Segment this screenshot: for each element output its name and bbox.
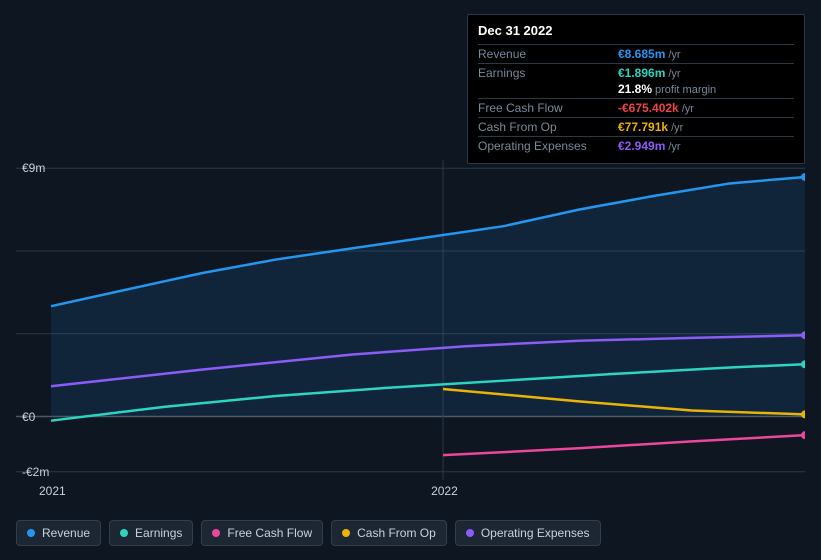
tooltip-row-value: -€675.402k [618,101,679,115]
tooltip-row-unit: profit margin [655,84,716,96]
tooltip-row-value: €77.791k [618,120,668,134]
legend: Revenue Earnings Free Cash Flow Cash From O… [16,520,601,546]
tooltip-row-unit: /yr [668,141,680,153]
tooltip-date: Dec 31 2022 [478,23,794,44]
tooltip-row-label: Free Cash Flow [478,101,618,115]
tooltip-row-value: €1.896m [618,66,665,80]
tooltip-row: Earnings€1.896m/yr [478,63,794,82]
legend-dot-icon [342,529,350,537]
tooltip-row-unit: /yr [671,122,683,134]
legend-label: Revenue [42,526,90,540]
tooltip-row-value: €2.949m [618,139,665,153]
tooltip-row: Free Cash Flow-€675.402k/yr [478,98,794,117]
financials-chart-panel: Dec 31 2022 Revenue€8.685m/yrEarnings€1.… [0,0,821,560]
legend-label: Earnings [135,526,182,540]
legend-dot-icon [27,529,35,537]
legend-item-revenue[interactable]: Revenue [16,520,101,546]
y-axis-label: €9m [22,161,45,175]
legend-label: Free Cash Flow [227,526,312,540]
legend-dot-icon [466,529,474,537]
tooltip-row: Operating Expenses€2.949m/yr [478,136,794,155]
tooltip-row-unit: /yr [682,103,694,115]
legend-label: Operating Expenses [481,526,590,540]
y-axis: €9m €0 -€2m [16,160,805,480]
legend-label: Cash From Op [357,526,436,540]
y-axis-label: €0 [22,410,35,424]
tooltip-row-unit: /yr [668,49,680,61]
tooltip-row: Cash From Op€77.791k/yr [478,117,794,136]
tooltip-row-label: Operating Expenses [478,139,618,153]
legend-dot-icon [212,529,220,537]
legend-item-fcf[interactable]: Free Cash Flow [201,520,323,546]
tooltip-row-label: Revenue [478,47,618,61]
y-axis-label: -€2m [22,465,49,479]
tooltip-row-label: Earnings [478,66,618,80]
x-axis-label: 2021 [39,484,66,498]
legend-item-op_exp[interactable]: Operating Expenses [455,520,601,546]
tooltip-row-value: €8.685m [618,47,665,61]
data-tooltip: Dec 31 2022 Revenue€8.685m/yrEarnings€1.… [467,14,805,164]
legend-dot-icon [120,529,128,537]
x-axis-label: 2022 [431,484,458,498]
tooltip-row-label: Cash From Op [478,120,618,134]
tooltip-row: 21.8%profit margin [478,82,794,98]
tooltip-row-value: 21.8% [618,82,652,96]
tooltip-row: Revenue€8.685m/yr [478,44,794,63]
legend-item-cash_op[interactable]: Cash From Op [331,520,447,546]
tooltip-row-unit: /yr [668,68,680,80]
legend-item-earnings[interactable]: Earnings [109,520,193,546]
